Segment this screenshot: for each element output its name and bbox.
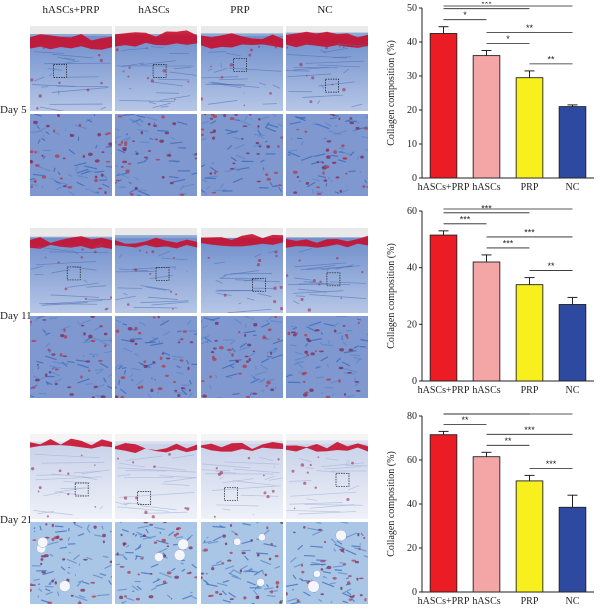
x-tick-label: hASCs+PRP bbox=[418, 385, 470, 396]
column-label-hascs: hASCs bbox=[138, 4, 170, 16]
x-tick-label: hASCs bbox=[472, 596, 500, 607]
x-tick-label: hASCs bbox=[472, 182, 500, 193]
bar-hascs-prp bbox=[429, 434, 458, 593]
micrograph-hascs-prp-day21-low bbox=[30, 434, 112, 519]
micrograph-nc-day5-high bbox=[286, 114, 368, 196]
column-label-nc: NC bbox=[317, 4, 333, 16]
y-axis-label: Collagen composition (%) bbox=[386, 243, 397, 349]
y-tick-label: 0 bbox=[412, 376, 417, 387]
significance-stars: ** bbox=[461, 415, 469, 425]
significance-stars: * bbox=[506, 34, 510, 44]
day-label-5: Day 5 bbox=[0, 104, 27, 116]
y-axis-label: Collagen composition (%) bbox=[386, 451, 397, 557]
significance-stars: ** bbox=[504, 436, 512, 446]
chart-svg-day-5: Collagen composition (%) 0 10 20 30 40 50 hASCs… bbox=[386, 2, 594, 193]
micrograph-prp-day21-high bbox=[201, 522, 283, 604]
micrograph-hascs-day5-high bbox=[115, 114, 197, 196]
y-tick-label: 60 bbox=[407, 455, 417, 466]
micrograph-prp-day5-high bbox=[201, 114, 283, 196]
micrograph-prp-day5-low bbox=[201, 26, 283, 111]
x-tick-label: NC bbox=[566, 596, 580, 607]
x-tick-label: PRP bbox=[521, 385, 539, 396]
micrograph-hascs-prp-day5-high bbox=[30, 114, 112, 196]
micrograph-prp-day21-low bbox=[201, 434, 283, 519]
micrograph-hascs-prp-day5-low bbox=[30, 26, 112, 111]
significance-stars: *** bbox=[546, 459, 557, 469]
micrograph-hascs-prp-day11-low bbox=[30, 228, 112, 313]
micrograph-nc-day11-low bbox=[286, 228, 368, 313]
y-tick-label: 0 bbox=[412, 173, 417, 184]
x-tick-label: PRP bbox=[521, 182, 539, 193]
significance-stars: ** bbox=[547, 54, 555, 64]
bar-hascs-prp bbox=[429, 234, 458, 382]
x-tick-label: NC bbox=[566, 385, 580, 396]
x-tick-label: hASCs+PRP bbox=[418, 182, 470, 193]
micrograph-nc-day11-high bbox=[286, 316, 368, 398]
bar-hascs bbox=[472, 261, 501, 382]
micrograph-hascs-prp-day21-high bbox=[30, 522, 112, 604]
y-tick-label: 0 bbox=[412, 587, 417, 598]
y-tick-label: 10 bbox=[407, 139, 417, 150]
significance-stars: *** bbox=[524, 425, 535, 435]
bar-chart-day-11: Collagen composition (%) 0 20 40 60 hASCs+PRP… bbox=[384, 205, 600, 405]
y-tick-label: 40 bbox=[407, 263, 417, 274]
micrograph-hascs-day5-low bbox=[115, 26, 197, 111]
micrograph-prp-day11-low bbox=[201, 228, 283, 313]
y-tick-label: 20 bbox=[407, 105, 417, 116]
micrograph-hascs-prp-day11-high bbox=[30, 316, 112, 398]
day-label-11: Day 11 bbox=[0, 310, 32, 322]
bar-chart-day-5: Collagen composition (%) 0 10 20 30 40 50 hASCs… bbox=[384, 2, 600, 202]
bar-nc bbox=[558, 506, 587, 593]
y-axis-label: Collagen composition (%) bbox=[386, 40, 397, 146]
bar-prp bbox=[515, 480, 544, 593]
y-tick-label: 20 bbox=[407, 319, 417, 330]
significance-stars: *** bbox=[481, 410, 492, 415]
x-tick-label: NC bbox=[566, 182, 580, 193]
micrograph-hascs-day11-high bbox=[115, 316, 197, 398]
y-tick-label: 20 bbox=[407, 543, 417, 554]
y-tick-label: 40 bbox=[407, 37, 417, 48]
bar-hascs bbox=[472, 55, 501, 179]
significance-stars: *** bbox=[503, 410, 514, 415]
y-tick-label: 60 bbox=[407, 206, 417, 217]
x-tick-label: hASCs+PRP bbox=[418, 596, 470, 607]
column-label-hascs-prp: hASCs+PRP bbox=[42, 4, 100, 16]
significance-stars: *** bbox=[503, 2, 514, 7]
y-tick-label: 40 bbox=[407, 499, 417, 510]
micrograph-nc-day21-low bbox=[286, 434, 368, 519]
bar-nc bbox=[558, 304, 587, 382]
micrograph-hascs-day21-high bbox=[115, 522, 197, 604]
bar-nc bbox=[558, 106, 587, 179]
bar-prp bbox=[515, 284, 544, 382]
bar-prp bbox=[515, 77, 544, 179]
significance-stars: ** bbox=[547, 261, 555, 271]
column-label-prp: PRP bbox=[230, 4, 250, 16]
x-tick-label: hASCs bbox=[472, 385, 500, 396]
chart-svg-day-11: Collagen composition (%) 0 20 40 60 hASCs+PRP… bbox=[386, 205, 594, 396]
micrograph-hascs-day11-low bbox=[115, 228, 197, 313]
day-label-21: Day 21 bbox=[0, 514, 33, 526]
significance-stars: *** bbox=[503, 238, 514, 248]
bar-chart-day-21: Collagen composition (%) 0 20 40 60 80 hASCs+P… bbox=[384, 410, 600, 616]
significance-stars: *** bbox=[460, 214, 471, 224]
micrograph-nc-day5-low bbox=[286, 26, 368, 111]
significance-stars: ** bbox=[526, 23, 534, 33]
y-tick-label: 50 bbox=[407, 3, 417, 14]
chart-svg-day-21: Collagen composition (%) 0 20 40 60 80 hASCs+P… bbox=[386, 410, 594, 607]
bar-hascs bbox=[472, 456, 501, 593]
significance-stars: * bbox=[463, 10, 467, 20]
y-tick-label: 30 bbox=[407, 71, 417, 82]
bar-hascs-prp bbox=[429, 33, 458, 179]
x-tick-label: PRP bbox=[521, 596, 539, 607]
significance-stars: *** bbox=[524, 227, 535, 237]
micrograph-nc-day21-high bbox=[286, 522, 368, 604]
micrograph-hascs-day21-low bbox=[115, 434, 197, 519]
y-tick-label: 80 bbox=[407, 411, 417, 422]
significance-stars: *** bbox=[503, 205, 514, 210]
micrograph-prp-day11-high bbox=[201, 316, 283, 398]
